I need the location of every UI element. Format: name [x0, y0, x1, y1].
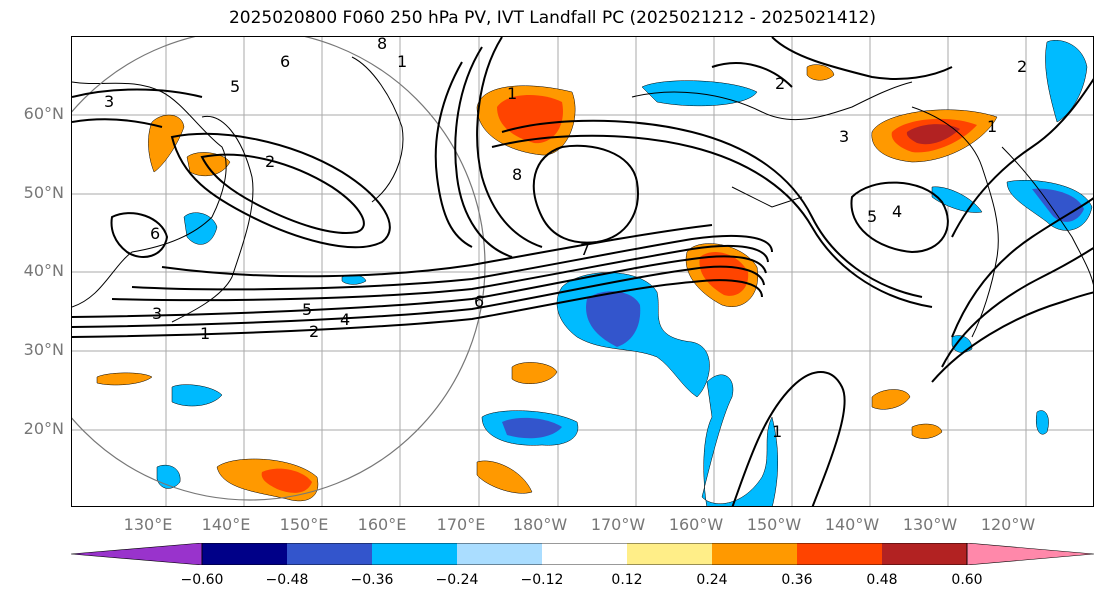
lon-label: 160°W — [668, 515, 724, 534]
contour-label: 7 — [580, 240, 590, 259]
lat-label: 50°N — [23, 183, 64, 202]
colorbar-segment — [966, 543, 1094, 565]
colorbar-segment — [372, 543, 457, 565]
contour-label: 8 — [377, 37, 387, 53]
pv-contours — [72, 37, 1093, 506]
contour-labels: 1 2 3 4 5 6 7 8 3 2 1 5 6 1 2 3 5 4 1 6 … — [104, 37, 1027, 441]
contour-label: 4 — [892, 202, 902, 221]
lon-label: 150°W — [746, 515, 802, 534]
colorbar-segment — [71, 543, 203, 565]
gridlines — [72, 37, 1093, 506]
colorbar-segment — [882, 543, 967, 565]
lon-label: 140°W — [824, 515, 880, 534]
coastlines — [72, 56, 1093, 338]
contour-label: 1 — [397, 52, 407, 71]
colorbar-segment — [202, 543, 287, 565]
colorbar-segment — [712, 543, 797, 565]
colorbar-tick: −0.36 — [350, 572, 394, 588]
contour-label: 2 — [1017, 57, 1027, 76]
colorbar-tick: 0.36 — [781, 572, 813, 588]
contour-label: 4 — [340, 310, 350, 329]
colorbar-segment — [287, 543, 372, 565]
lon-label: 160°E — [357, 515, 407, 534]
colorbar-frame — [201, 543, 968, 565]
contour-label: 3 — [839, 127, 849, 146]
contour-label: 1 — [987, 117, 997, 136]
contour-label: 5 — [230, 77, 240, 96]
colorbar-segment — [627, 543, 712, 565]
lon-label: 120°W — [980, 515, 1036, 534]
colorbar-tick: 0.12 — [611, 572, 643, 588]
lat-label: 60°N — [23, 104, 64, 123]
contour-label: 6 — [474, 292, 484, 311]
lat-label: 20°N — [23, 419, 64, 438]
colorbar — [71, 543, 1094, 565]
colorbar-tick: 0.48 — [866, 572, 898, 588]
contour-label: 1 — [200, 324, 210, 343]
lon-label: 180°W — [512, 515, 568, 534]
contour-label: 1 — [772, 422, 782, 441]
map-canvas: 1 2 3 4 5 6 7 8 3 2 1 5 6 1 2 3 5 4 1 6 … — [72, 37, 1093, 506]
colorbar-tick: −0.48 — [265, 572, 309, 588]
contour-label: 2 — [309, 322, 319, 341]
lat-label: 40°N — [23, 261, 64, 280]
colorbar-tick: −0.24 — [435, 572, 479, 588]
colorbar-tick: −0.60 — [180, 572, 224, 588]
lon-label: 170°W — [590, 515, 646, 534]
contour-label: 2 — [265, 152, 275, 171]
contour-label: 3 — [104, 92, 114, 111]
contour-label: 5 — [302, 300, 312, 319]
range-circle — [72, 37, 486, 501]
lon-label: 150°E — [279, 515, 329, 534]
colorbar-tick: 0.24 — [696, 572, 728, 588]
contour-label: 3 — [152, 304, 162, 323]
contour-label: 6 — [150, 224, 160, 243]
colorbar-tick: −0.12 — [520, 572, 564, 588]
ivt-positive-anomalies — [96, 64, 998, 502]
colorbar-segment — [542, 543, 627, 565]
contour-label: 2 — [775, 74, 785, 93]
colorbar-segment — [797, 543, 882, 565]
contour-label: 5 — [867, 207, 877, 226]
lon-label: 130°E — [123, 515, 173, 534]
lon-label: 130°W — [902, 515, 958, 534]
colorbar-tick: 0.60 — [951, 572, 983, 588]
contour-label: 8 — [512, 165, 522, 184]
map-panel: 1 2 3 4 5 6 7 8 3 2 1 5 6 1 2 3 5 4 1 6 … — [71, 36, 1094, 507]
lon-label: 170°E — [436, 515, 486, 534]
contour-label: 1 — [507, 84, 517, 103]
contour-label: 6 — [280, 52, 290, 71]
lon-label: 140°E — [201, 515, 251, 534]
map-title: 2025020800 F060 250 hPa PV, IVT Landfall… — [228, 8, 876, 28]
colorbar-segment — [457, 543, 542, 565]
lat-label: 30°N — [23, 340, 64, 359]
